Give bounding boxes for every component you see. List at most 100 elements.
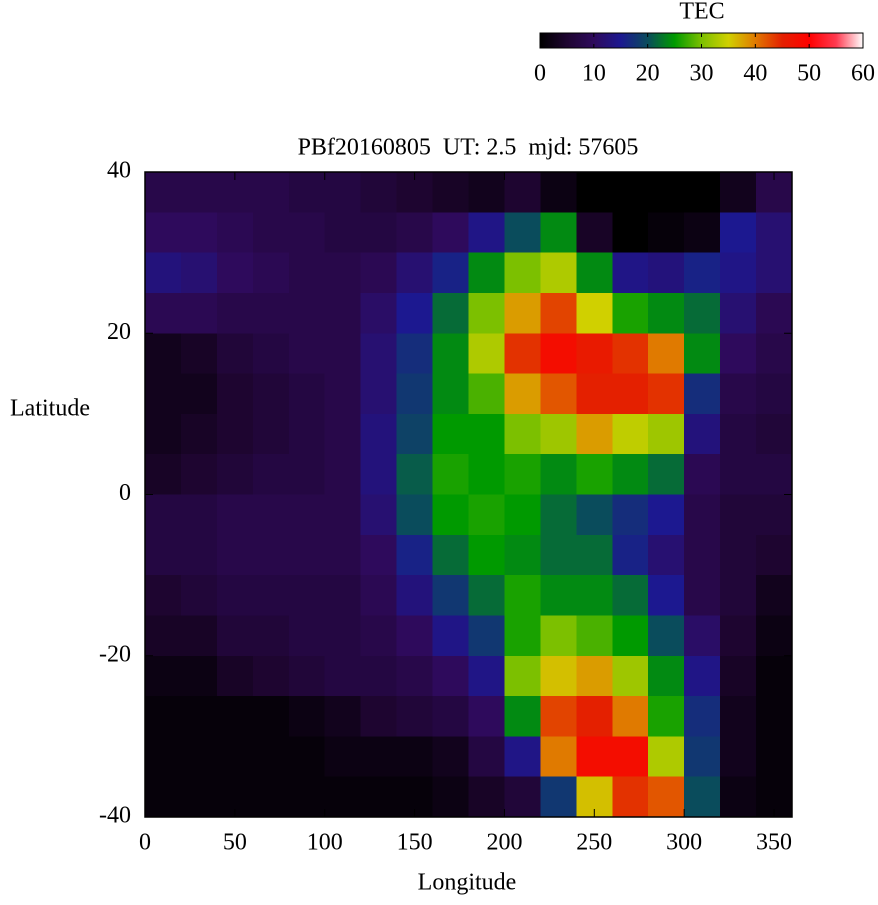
heat-cell xyxy=(612,575,649,616)
heat-cell xyxy=(288,776,326,818)
heat-cell xyxy=(684,212,721,254)
heat-cell xyxy=(324,655,362,697)
heat-cell xyxy=(145,333,182,375)
heat-cell xyxy=(324,776,362,818)
heat-cell xyxy=(684,736,721,778)
y-tick-label: -20 xyxy=(99,641,131,667)
heat-cell xyxy=(432,172,469,213)
heat-cell xyxy=(504,413,541,455)
heat-cell xyxy=(396,615,434,657)
heat-cell xyxy=(216,534,254,576)
heat-cell xyxy=(612,454,649,495)
heat-cell xyxy=(720,615,757,657)
heat-cell xyxy=(468,212,505,254)
heat-cell xyxy=(252,292,290,334)
heat-cell xyxy=(756,534,793,576)
heat-cell xyxy=(324,736,362,778)
colorbar-tick-label: 30 xyxy=(690,61,714,87)
heat-cell xyxy=(432,333,469,375)
heat-cell xyxy=(540,212,577,254)
heat-cell xyxy=(252,454,290,495)
heat-cell xyxy=(288,373,326,415)
heat-cell xyxy=(540,575,577,616)
heat-cell xyxy=(252,252,290,294)
y-tick-label: 0 xyxy=(119,480,131,506)
heat-cell xyxy=(612,696,649,737)
heat-cell xyxy=(684,575,721,616)
heat-cell xyxy=(216,655,254,697)
heat-cell xyxy=(720,413,757,455)
heat-cell xyxy=(216,292,254,334)
heat-cell xyxy=(252,655,290,697)
heat-cell xyxy=(324,333,362,375)
heat-cell xyxy=(180,212,218,254)
heat-cell xyxy=(145,494,182,536)
heat-cell xyxy=(756,212,793,254)
heat-cell xyxy=(684,494,721,536)
heat-cell xyxy=(540,292,577,334)
heat-cell xyxy=(145,776,182,818)
heat-cell xyxy=(756,252,793,294)
heat-cell xyxy=(504,696,541,737)
heat-cell xyxy=(180,252,218,294)
heat-cell xyxy=(720,534,757,576)
heat-cell xyxy=(180,494,218,536)
heat-cell xyxy=(216,575,254,616)
heat-cell xyxy=(720,776,757,818)
heat-cell xyxy=(432,615,469,657)
heat-cell xyxy=(145,696,182,737)
heat-cell xyxy=(720,655,757,697)
heat-cell xyxy=(612,373,649,415)
heat-cell xyxy=(432,696,469,737)
heat-cell xyxy=(540,776,577,818)
heat-cell xyxy=(612,333,649,375)
heat-cell xyxy=(324,212,362,254)
heat-cell xyxy=(684,776,721,818)
heat-cell xyxy=(180,172,218,213)
heat-cell xyxy=(288,575,326,616)
heat-cell xyxy=(396,736,434,778)
heat-cell xyxy=(180,655,218,697)
heat-cell xyxy=(648,333,685,375)
heat-cell xyxy=(612,534,649,576)
heat-cell xyxy=(252,212,290,254)
heat-cell xyxy=(684,454,721,495)
heat-cell xyxy=(396,534,434,576)
colorbar-tick-label: 60 xyxy=(851,61,875,87)
heat-cell xyxy=(324,413,362,455)
heat-cell xyxy=(396,333,434,375)
heat-cell xyxy=(288,655,326,697)
heat-cell xyxy=(720,454,757,495)
heat-cell xyxy=(720,212,757,254)
heat-cell xyxy=(468,494,505,536)
heat-cell xyxy=(612,776,649,818)
heat-cell xyxy=(504,212,541,254)
heat-cell xyxy=(324,575,362,616)
heat-cell xyxy=(360,172,398,213)
heat-cell xyxy=(288,534,326,576)
heat-cell xyxy=(648,454,685,495)
heat-cell xyxy=(216,454,254,495)
heat-cell xyxy=(468,696,505,737)
heat-cell xyxy=(252,413,290,455)
colorbar-tick-label: 10 xyxy=(582,61,606,87)
heat-cell xyxy=(648,615,685,657)
heat-cell xyxy=(468,534,505,576)
heat-cell xyxy=(432,494,469,536)
y-tick-label: 40 xyxy=(107,158,131,184)
heat-cell xyxy=(612,252,649,294)
y-axis-label: Latitude xyxy=(10,396,90,422)
heat-cell xyxy=(540,333,577,375)
heat-cell xyxy=(216,333,254,375)
heat-cell xyxy=(360,655,398,697)
heat-cell xyxy=(288,454,326,495)
heat-cell xyxy=(576,212,613,254)
heat-cell xyxy=(180,696,218,737)
heat-cell xyxy=(216,696,254,737)
heat-cell xyxy=(612,413,649,455)
heat-cell xyxy=(360,776,398,818)
heat-cell xyxy=(468,413,505,455)
heat-cell xyxy=(432,373,469,415)
heat-cell xyxy=(540,615,577,657)
heat-cell xyxy=(288,292,326,334)
